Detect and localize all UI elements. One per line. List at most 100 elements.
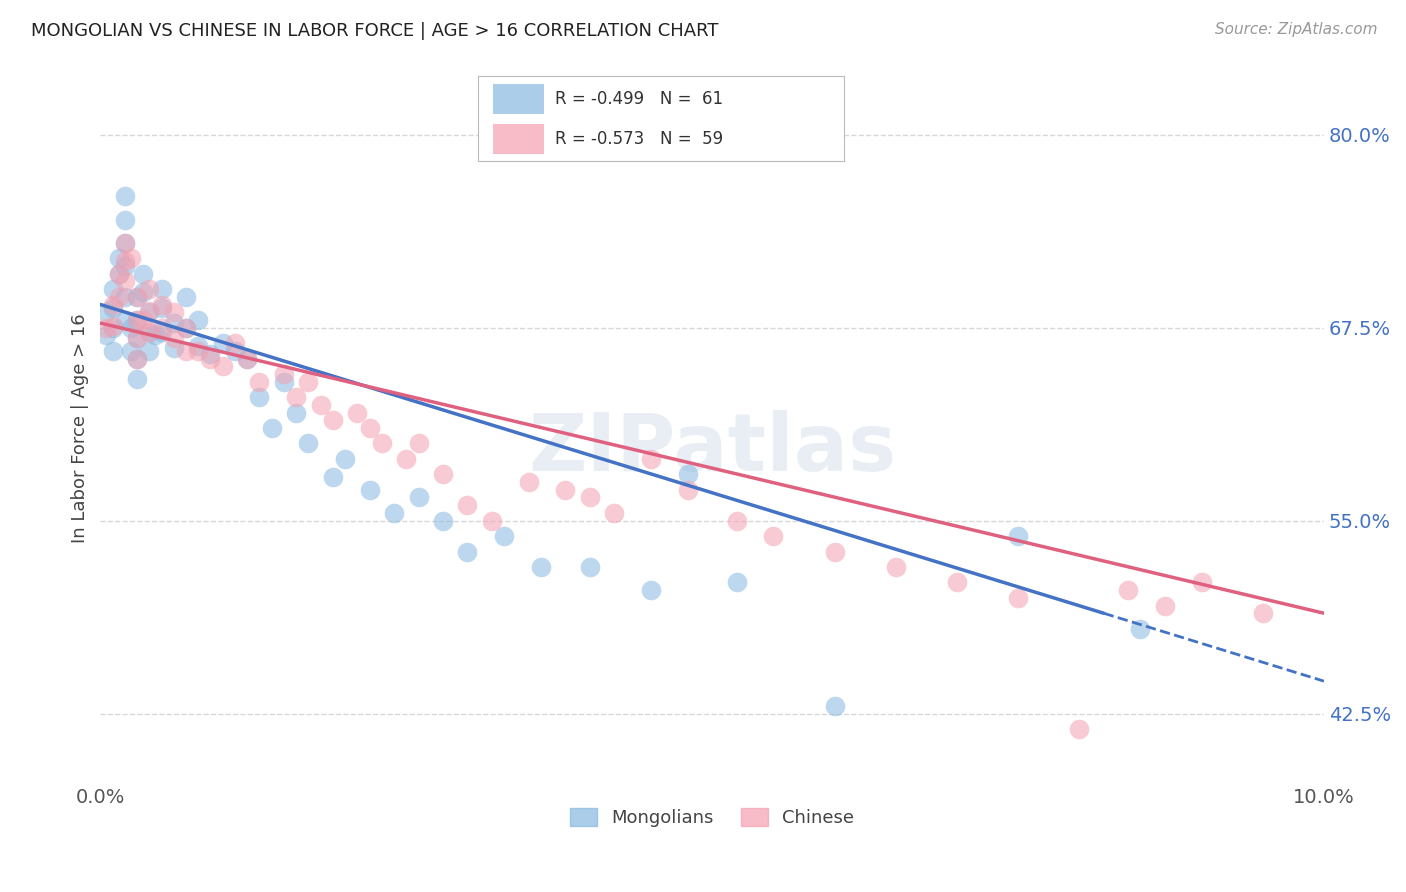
- Text: R = -0.499   N =  61: R = -0.499 N = 61: [555, 90, 723, 108]
- Point: [114, 235, 136, 250]
- Point: [138, 282, 160, 296]
- Point: [346, 406, 368, 420]
- Point: [114, 274, 136, 288]
- Point: [640, 451, 662, 466]
- Point: [260, 421, 283, 435]
- Point: [145, 328, 167, 343]
- Point: [120, 251, 142, 265]
- Point: [150, 326, 173, 340]
- Point: [107, 290, 129, 304]
- Point: [125, 313, 148, 327]
- Point: [114, 313, 136, 327]
- Legend: Mongolians, Chinese: Mongolians, Chinese: [562, 801, 862, 834]
- Point: [224, 343, 246, 358]
- Point: [96, 320, 118, 334]
- Point: [824, 544, 846, 558]
- Point: [96, 305, 118, 319]
- Point: [725, 514, 748, 528]
- Point: [1007, 529, 1029, 543]
- Point: [163, 305, 186, 319]
- Point: [249, 375, 271, 389]
- Point: [138, 343, 160, 358]
- Text: Source: ZipAtlas.com: Source: ZipAtlas.com: [1215, 22, 1378, 37]
- Point: [114, 290, 136, 304]
- Point: [125, 371, 148, 385]
- Point: [359, 421, 381, 435]
- Point: [1069, 722, 1091, 736]
- Point: [125, 290, 148, 304]
- Point: [114, 235, 136, 250]
- Point: [96, 328, 118, 343]
- Point: [114, 259, 136, 273]
- Point: [125, 351, 148, 366]
- Point: [101, 282, 124, 296]
- Point: [114, 189, 136, 203]
- Point: [101, 301, 124, 315]
- Point: [297, 436, 319, 450]
- Point: [333, 451, 356, 466]
- Point: [150, 320, 173, 334]
- Point: [200, 347, 222, 361]
- Point: [163, 331, 186, 345]
- Point: [494, 529, 516, 543]
- Point: [120, 343, 142, 358]
- Bar: [492, 124, 544, 153]
- Point: [187, 343, 209, 358]
- Point: [359, 483, 381, 497]
- Point: [1007, 591, 1029, 605]
- Point: [138, 303, 160, 318]
- Point: [762, 529, 785, 543]
- Point: [946, 575, 969, 590]
- Point: [132, 285, 155, 300]
- Point: [150, 297, 173, 311]
- Point: [554, 483, 576, 497]
- Point: [125, 331, 148, 345]
- Point: [603, 506, 626, 520]
- Point: [125, 351, 148, 366]
- Point: [174, 343, 197, 358]
- Point: [371, 436, 394, 450]
- Point: [107, 267, 129, 281]
- Point: [884, 560, 907, 574]
- Point: [174, 320, 197, 334]
- Point: [676, 483, 699, 497]
- Point: [481, 514, 503, 528]
- Y-axis label: In Labor Force | Age > 16: In Labor Force | Age > 16: [72, 313, 89, 543]
- Point: [150, 282, 173, 296]
- Point: [285, 406, 308, 420]
- Bar: [492, 85, 544, 114]
- Point: [236, 351, 259, 366]
- Point: [187, 313, 209, 327]
- Point: [101, 343, 124, 358]
- Point: [114, 254, 136, 268]
- Point: [322, 470, 344, 484]
- Point: [187, 339, 209, 353]
- Point: [382, 506, 405, 520]
- Point: [456, 544, 478, 558]
- Point: [163, 316, 186, 330]
- Point: [273, 367, 295, 381]
- Point: [120, 320, 142, 334]
- Point: [200, 351, 222, 366]
- Point: [530, 560, 553, 574]
- Point: [1154, 599, 1177, 613]
- Point: [107, 267, 129, 281]
- Point: [676, 467, 699, 482]
- Point: [163, 341, 186, 355]
- Point: [297, 375, 319, 389]
- Point: [578, 560, 600, 574]
- Point: [107, 251, 129, 265]
- Text: R = -0.573   N =  59: R = -0.573 N = 59: [555, 130, 723, 148]
- Point: [101, 319, 124, 334]
- Point: [150, 301, 173, 315]
- Point: [138, 305, 160, 319]
- Point: [640, 583, 662, 598]
- Point: [138, 326, 160, 340]
- Point: [1129, 622, 1152, 636]
- Point: [517, 475, 540, 489]
- Point: [309, 398, 332, 412]
- Point: [249, 390, 271, 404]
- Point: [456, 498, 478, 512]
- Point: [824, 698, 846, 713]
- Text: ZIPatlas: ZIPatlas: [529, 410, 896, 488]
